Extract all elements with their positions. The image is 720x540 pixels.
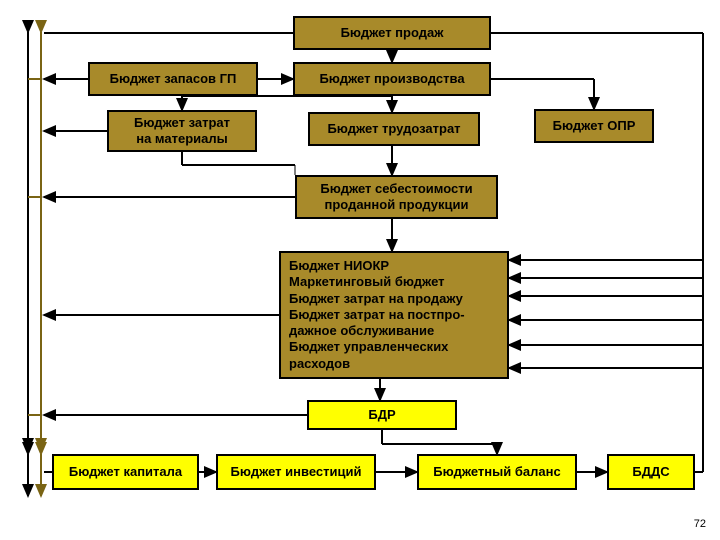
node-materials: Бюджет затратна материалы [107, 110, 257, 152]
node-label: Бюджет НИОКРМаркетинговый бюджетБюджет з… [289, 258, 465, 372]
node-label: БДДС [632, 464, 669, 480]
page-number: 72 [694, 518, 706, 530]
node-sales: Бюджет продаж [293, 16, 491, 50]
flowchart-canvas: Бюджет продаж Бюджет запасов ГП Бюджет п… [0, 0, 720, 540]
node-balance: Бюджетный баланс [417, 454, 577, 490]
node-label: Бюджет затратна материалы [134, 115, 230, 148]
node-label: Бюджет капитала [69, 464, 182, 480]
node-label: БДР [368, 407, 395, 423]
node-bundle: Бюджет НИОКРМаркетинговый бюджетБюджет з… [279, 251, 509, 379]
node-label: Бюджет инвестиций [231, 464, 362, 480]
node-label: Бюджет себестоимостипроданной продукции [320, 181, 472, 214]
node-stock: Бюджет запасов ГП [88, 62, 258, 96]
node-label: Бюджет трудозатрат [327, 121, 460, 137]
node-invest: Бюджет инвестиций [216, 454, 376, 490]
node-bdr: БДР [307, 400, 457, 430]
node-production: Бюджет производства [293, 62, 491, 96]
node-label: Бюджет ОПР [553, 118, 636, 134]
node-cogs: Бюджет себестоимостипроданной продукции [295, 175, 498, 219]
node-label: Бюджет запасов ГП [110, 71, 237, 87]
node-label: Бюджетный баланс [433, 464, 560, 480]
node-capital: Бюджет капитала [52, 454, 199, 490]
node-label: Бюджет продаж [341, 25, 444, 41]
node-opr: Бюджет ОПР [534, 109, 654, 143]
node-label: Бюджет производства [319, 71, 464, 87]
node-labor: Бюджет трудозатрат [308, 112, 480, 146]
node-bdds: БДДС [607, 454, 695, 490]
